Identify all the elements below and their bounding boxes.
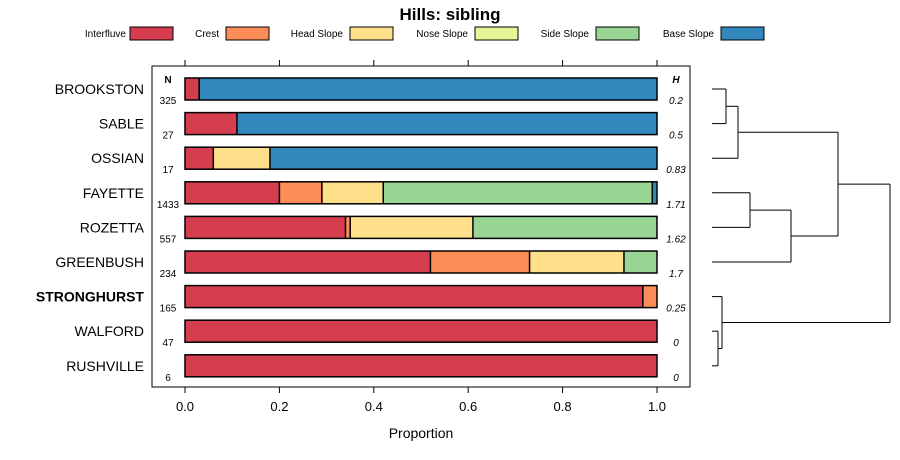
- bar-rozetta-crest: [345, 216, 351, 239]
- bar-ossian-interfluve: [185, 147, 214, 170]
- bar-rozetta-side-slope: [472, 216, 657, 239]
- bar-fayette-crest: [279, 181, 322, 204]
- h-label-greenbush: 1.7: [669, 269, 683, 280]
- n-labels: 325 27 17 1433 557 234 165 47 6: [157, 96, 180, 384]
- x-tick-label-0: 0.0: [176, 399, 194, 414]
- bar-outline-stronghurst: [184, 284, 658, 309]
- legend-swatch-base-slope: [720, 26, 765, 41]
- bar-fayette-head-slope: [321, 181, 384, 204]
- legend-swatch-side-slope: [595, 26, 640, 41]
- bar-outline-walford: [184, 319, 658, 343]
- x-tick-label-1: 0.2: [270, 399, 288, 414]
- h-label-sable: 0.5: [669, 131, 683, 142]
- bar-rozetta-head-slope: [350, 216, 473, 239]
- row-label-fayette: FAYETTE: [83, 185, 144, 201]
- h-label-ossian: 0.83: [666, 165, 686, 176]
- legend-swatch-nose-slope: [474, 26, 519, 41]
- n-label-sable: 27: [162, 131, 174, 142]
- bar-outline-rozetta: [184, 215, 658, 240]
- bar-outline-sable: [184, 111, 658, 136]
- h-label-fayette: 1.71: [666, 200, 685, 211]
- legend-swatch-interfluve: [129, 26, 174, 41]
- n-label-ossian: 17: [162, 165, 174, 176]
- bar-sable-base-slope: [236, 112, 658, 135]
- n-label-rushville: 6: [165, 373, 171, 384]
- bar-rushville-interfluve: [185, 354, 657, 377]
- n-label-stronghurst: 165: [160, 304, 177, 315]
- bar-greenbush-crest: [430, 251, 530, 273]
- bar-fayette-side-slope: [383, 181, 653, 204]
- legend-label-base-slope: Base Slope: [663, 29, 715, 40]
- legend-swatch-crest: [225, 26, 270, 41]
- n-label-greenbush: 234: [160, 269, 177, 280]
- n-label-rozetta: 557: [160, 234, 177, 245]
- x-tick-label-4: 0.8: [554, 399, 572, 414]
- bar-fayette-interfluve: [185, 181, 280, 204]
- n-label-walford: 47: [162, 338, 174, 349]
- bar-stronghurst-interfluve: [185, 285, 643, 308]
- legend-label-side-slope: Side Slope: [541, 29, 590, 40]
- n-label-brookston: 325: [160, 96, 177, 107]
- bar-outline-fayette: [184, 181, 658, 205]
- bar-stronghurst-crest: [642, 285, 657, 308]
- bar-greenbush-side-slope: [623, 251, 657, 273]
- bar-brookston-interfluve: [185, 78, 200, 100]
- legend-label-head-slope: Head Slope: [291, 29, 344, 40]
- bar-outline-ossian: [184, 146, 658, 170]
- bar-walford-interfluve: [185, 320, 657, 343]
- h-labels: 0.2 0.5 0.83 1.71 1.62 1.7 0.25 0 0: [666, 96, 686, 384]
- bar-greenbush-head-slope: [529, 251, 624, 273]
- legend-label-interfluve: Interfluve: [85, 29, 127, 40]
- n-label-fayette: 1433: [157, 200, 180, 211]
- bars: [184, 77, 658, 378]
- row-label-greenbush: GREENBUSH: [55, 254, 144, 270]
- bar-outline-brookston: [184, 77, 658, 101]
- legend-label-nose-slope: Nose Slope: [416, 29, 468, 40]
- plot-panel: [151, 65, 691, 388]
- x-axis: 0.0 0.2 0.4 0.6 0.8 1.0: [176, 387, 666, 414]
- bar-ossian-head-slope: [213, 147, 270, 170]
- bar-rozetta-interfluve: [185, 216, 346, 239]
- top-axis-ticks: [184, 60, 658, 66]
- h-label-brookston: 0.2: [669, 96, 683, 107]
- h-label-walford: 0: [673, 338, 679, 349]
- row-label-walford: WALFORD: [75, 323, 144, 339]
- row-label-stronghurst: STRONGHURST: [36, 289, 145, 305]
- legend-swatch-head-slope: [349, 26, 394, 41]
- h-header: H: [672, 75, 680, 86]
- bar-ossian-base-slope: [269, 147, 657, 170]
- bar-sable-interfluve: [185, 112, 237, 135]
- legend: Interfluve Crest Head Slope Nose Slope Side …: [85, 26, 765, 41]
- h-label-stronghurst: 0.25: [666, 304, 686, 315]
- bar-greenbush-interfluve: [185, 251, 431, 273]
- bar-fayette-base-slope: [652, 181, 657, 204]
- row-labels: BROOKSTON SABLE OSSIAN FAYETTE ROZETTA GREENB…: [36, 81, 145, 374]
- row-label-brookston: BROOKSTON: [55, 81, 144, 97]
- h-label-rozetta: 1.62: [666, 234, 686, 245]
- n-header: N: [164, 75, 171, 86]
- bar-brookston-base-slope: [199, 78, 657, 100]
- chart-title: Hills: sibling: [399, 5, 500, 24]
- x-tick-label-3: 0.6: [459, 399, 477, 414]
- dendrogram: [712, 88, 891, 367]
- row-label-ossian: OSSIAN: [91, 150, 144, 166]
- x-axis-label: Proportion: [389, 425, 454, 441]
- row-label-rushville: RUSHVILLE: [66, 358, 144, 374]
- legend-label-crest: Crest: [195, 29, 219, 40]
- row-label-sable: SABLE: [99, 116, 144, 132]
- row-label-rozetta: ROZETTA: [80, 219, 145, 235]
- bar-outline-rushville: [184, 354, 658, 378]
- h-label-rushville: 0: [673, 373, 679, 384]
- x-tick-label-5: 1.0: [648, 399, 666, 414]
- x-tick-label-2: 0.4: [365, 399, 383, 414]
- bar-outline-greenbush: [184, 250, 658, 274]
